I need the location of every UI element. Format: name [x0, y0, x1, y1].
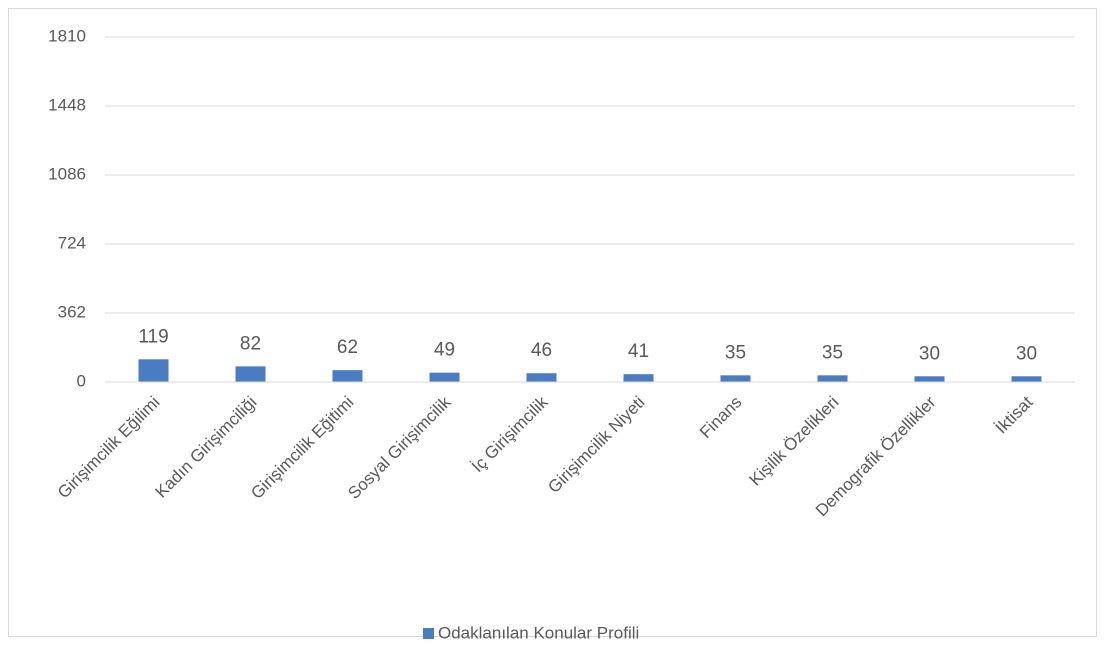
data-label: 35 — [822, 342, 843, 363]
legend-label: Odaklanılan Konular Profili — [438, 623, 639, 642]
bar — [1011, 376, 1042, 382]
bar — [235, 366, 266, 382]
data-label: 46 — [531, 340, 552, 361]
data-label: 30 — [1016, 343, 1037, 364]
data-label: 119 — [138, 326, 168, 347]
y-tick-label: 0 — [77, 371, 86, 390]
y-tick-label: 1448 — [48, 95, 86, 114]
bar — [138, 359, 169, 382]
bar — [914, 376, 945, 382]
bar — [817, 375, 848, 382]
data-label: 41 — [628, 341, 649, 362]
data-label: 82 — [240, 333, 261, 354]
data-label: 62 — [337, 337, 358, 358]
data-label: 49 — [434, 340, 455, 361]
y-tick-label: 1810 — [48, 26, 86, 45]
y-tick-label: 1086 — [48, 164, 86, 183]
bar — [720, 375, 751, 382]
chart-border — [8, 8, 1097, 637]
y-tick-label: 724 — [58, 233, 86, 252]
bar — [429, 372, 460, 382]
data-label: 30 — [919, 343, 940, 364]
legend-swatch — [423, 628, 434, 639]
bar — [526, 373, 557, 382]
bar — [332, 370, 363, 382]
data-label: 35 — [725, 342, 746, 363]
bar — [623, 374, 654, 382]
y-tick-label: 362 — [58, 302, 86, 321]
